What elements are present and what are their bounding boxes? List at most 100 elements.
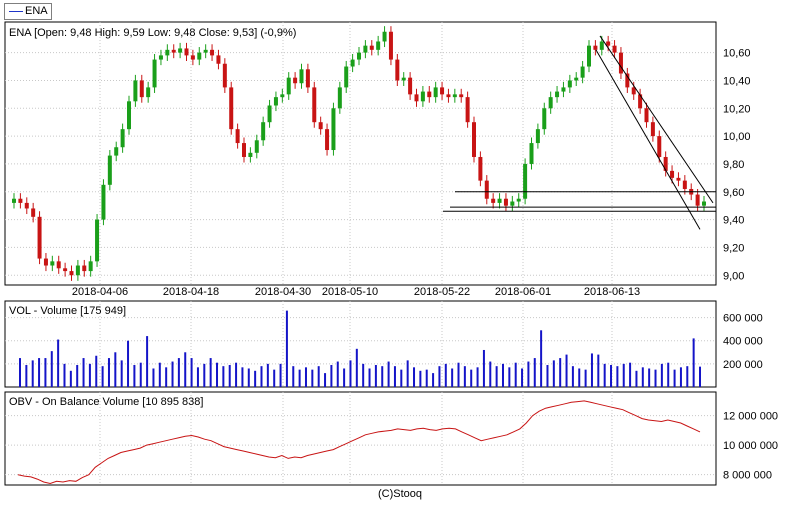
candle-body-69 [446,94,451,98]
candle-body-64 [414,94,419,102]
candle-body-76 [491,198,496,203]
volume-bar-38 [254,370,257,387]
volume-bar-32 [216,362,219,387]
candle-body-16 [107,155,112,185]
volume-bar-77 [501,363,504,387]
volume-bar-10 [76,365,79,387]
volume-bar-11 [82,358,85,387]
candle-body-51 [331,108,336,151]
candle-body-101 [650,122,655,137]
candle-body-37 [242,143,246,157]
volume-bar-64 [419,370,422,387]
y-tick-price-9: 10,60 [723,48,751,60]
volume-bar-12 [88,363,91,387]
volume-bar-40 [266,363,269,387]
x-tick-5: 2018-05-22 [414,286,470,298]
candle-body-96 [618,52,623,74]
volume-bar-57 [374,365,377,387]
y-tick-vol-2: 400 000 [723,336,763,348]
candle-body-55 [357,52,361,60]
x-tick-4: 2018-05-10 [322,286,378,298]
volume-bar-26 [177,358,180,387]
volume-bar-54 [355,348,358,387]
candle-body-17 [114,147,119,156]
volume-bar-68 [444,363,447,387]
y-tick-price-7: 10,20 [723,103,751,115]
candle-body-11 [75,265,80,276]
candle-body-89 [574,77,579,81]
volume-title: VOL - Volume [175 949] [9,305,126,317]
candle-body-65 [420,91,425,102]
volume-bar-43 [285,310,288,387]
candle-body-53 [344,66,349,88]
candle-body-13 [88,261,93,272]
candle-body-26 [171,49,176,53]
volume-bar-81 [527,361,530,387]
volume-bar-71 [463,366,466,387]
candle-body-99 [638,94,643,109]
candle-body-91 [587,45,591,67]
volume-bar-30 [203,363,206,387]
candle-body-61 [395,59,400,81]
candle-body-34 [222,63,227,88]
candle-body-19 [127,101,131,130]
volume-bar-76 [495,366,498,387]
volume-bar-93 [603,363,606,387]
volume-bar-70 [457,362,460,387]
candle-body-1 [12,198,16,203]
volume-bar-19 [133,365,136,387]
y-tick-price-1: 9,00 [723,270,744,282]
candle-body-78 [503,198,508,206]
candle-body-106 [682,180,687,189]
volume-bar-89 [578,368,581,387]
candle-body-73 [472,122,476,157]
candle-body-40 [261,122,266,141]
volume-bar-92 [597,354,600,387]
candle-body-103 [663,156,668,171]
candle-body-4 [31,208,36,217]
volume-bar-55 [362,363,365,387]
volume-bar-100 [648,368,651,387]
candle-body-10 [69,271,74,276]
candle-body-68 [440,87,445,95]
volume-bar-29 [196,367,199,387]
candle-body-57 [369,45,374,50]
volume-bar-79 [514,362,517,387]
candle-body-18 [120,129,125,148]
candle-body-70 [452,94,457,98]
volume-bar-53 [349,360,352,387]
volume-bar-34 [228,365,231,387]
y-tick-price-6: 10,00 [723,131,751,143]
volume-bar-101 [654,369,657,387]
y-tick-obv-2: 10 000 000 [723,440,778,452]
volume-bar-9 [69,370,72,387]
volume-bar-21 [146,336,149,387]
candle-body-24 [158,55,163,60]
volume-bar-84 [546,365,549,387]
y-tick-obv-1: 8 000 000 [723,470,772,482]
volume-bar-83 [540,330,543,387]
volume-bar-98 [635,370,638,387]
candle-body-50 [325,129,330,151]
candle-body-14 [95,219,100,262]
volume-bar-37 [247,368,250,387]
candle-body-105 [676,177,681,181]
candle-body-15 [101,184,106,220]
volume-bar-105 [679,367,682,387]
candle-body-102 [657,136,662,157]
volume-bar-41 [273,369,276,387]
footer-credit: (C)Stooq [378,488,422,500]
x-tick-7: 2018-06-13 [584,286,640,298]
candle-body-42 [273,97,278,106]
candle-body-82 [529,143,534,164]
volume-bar-14 [101,366,104,387]
candle-body-79 [510,201,515,206]
volume-bar-4 [38,358,41,387]
legend[interactable]: ENA [4,3,52,20]
volume-bar-74 [482,349,485,387]
candle-body-41 [267,105,272,123]
candle-body-67 [433,87,438,98]
panel-frame-1 [4,21,717,286]
